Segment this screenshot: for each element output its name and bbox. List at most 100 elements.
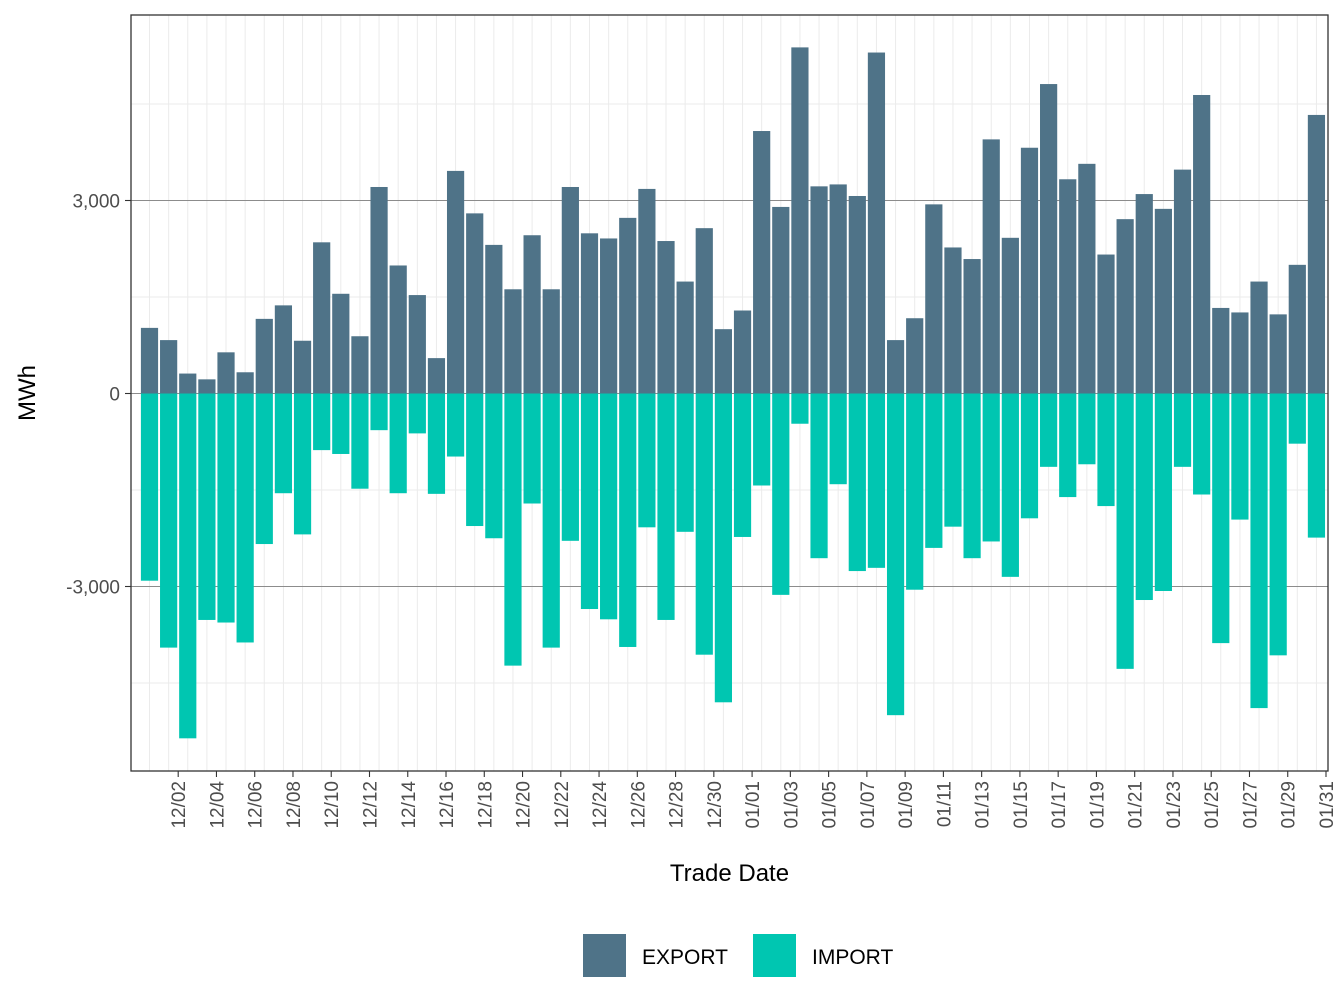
bar-export-12-28 [657, 241, 675, 394]
legend-swatch-export [583, 934, 626, 977]
bar-export-01-11 [925, 204, 943, 394]
x-tick-label: 01/29 [1279, 781, 1300, 829]
bar-import-01-14 [982, 393, 1000, 542]
bar-export-12-13 [370, 186, 388, 394]
x-tick-label: 12/24 [590, 781, 611, 829]
bar-import-12-21 [523, 393, 541, 504]
x-axis: 12/02 12/04 12/06 12/08 12/10 12/12 12/14 12/16… [169, 771, 1338, 829]
bar-export-01-15 [1001, 237, 1019, 394]
bar-export-12-12 [351, 336, 369, 394]
bar-export-01-10 [906, 318, 924, 394]
y-axis-title: MWh [14, 365, 41, 421]
x-tick-label: 01/19 [1087, 781, 1108, 829]
bar-export-12-15 [408, 295, 426, 394]
bar-import-12-29 [676, 393, 694, 532]
x-tick-label: 12/28 [667, 781, 688, 829]
bar-import-01-05 [810, 393, 828, 559]
bar-export-12-03 [179, 373, 197, 394]
x-tick-label: 12/04 [207, 781, 228, 829]
bar-import-01-09 [886, 393, 905, 716]
x-tick-label: 01/21 [1126, 781, 1147, 829]
bar-import-12-03 [179, 393, 197, 739]
bar-export-01-24 [1173, 169, 1192, 394]
bar-export-01-03 [772, 206, 790, 394]
bar-export-12-07 [255, 318, 273, 394]
x-tick-label: 12/06 [246, 781, 267, 829]
bar-import-12-20 [504, 393, 522, 666]
bar-import-12-26 [619, 393, 637, 647]
bar-export-12-29 [676, 281, 694, 394]
bar-import-12-04 [198, 393, 216, 620]
bar-import-01-28 [1250, 393, 1268, 709]
bar-import-01-16 [1020, 393, 1039, 519]
legend-label-export: EXPORT [642, 946, 728, 969]
bar-import-12-02 [160, 393, 178, 648]
bar-import-12-14 [389, 393, 407, 494]
x-tick-label: 01/31 [1317, 781, 1338, 829]
bar-export-01-29 [1269, 314, 1287, 394]
bar-import-12-22 [542, 393, 560, 648]
bar-import-01-27 [1231, 393, 1249, 520]
bar-export-01-20 [1097, 254, 1115, 394]
bar-export-12-08 [274, 305, 293, 394]
bar-import-12-31 [714, 393, 732, 703]
bar-export-12-25 [600, 238, 618, 394]
bar-import-12-06 [236, 393, 254, 643]
bar-export-12-16 [427, 358, 446, 394]
bar-import-12-27 [638, 393, 656, 528]
bar-import-01-12 [944, 393, 962, 527]
bar-export-01-22 [1135, 194, 1153, 394]
y-tick-label: -3,000 [66, 578, 120, 599]
bar-import-12-07 [255, 393, 273, 545]
bar-export-01-18 [1059, 179, 1077, 394]
legend-label-import: IMPORT [812, 946, 893, 969]
bar-import-01-18 [1059, 393, 1077, 498]
bar-import-12-24 [580, 393, 599, 610]
x-tick-label: 12/16 [437, 781, 458, 829]
bar-import-01-29 [1269, 393, 1287, 656]
x-tick-label: 01/25 [1202, 781, 1223, 829]
bar-export-01-02 [753, 131, 771, 394]
bar-export-12-23 [561, 186, 579, 394]
bar-import-01-03 [772, 393, 790, 595]
x-tick-label: 01/13 [973, 781, 994, 829]
legend: EXPORT IMPORT [583, 934, 893, 977]
bar-export-01-05 [810, 186, 828, 394]
bar-export-12-04 [198, 379, 216, 394]
bar-import-12-12 [351, 393, 369, 489]
bar-export-01-06 [829, 184, 847, 394]
bar-export-12-30 [695, 228, 713, 394]
bar-import-01-22 [1135, 393, 1153, 601]
bar-export-12-24 [580, 233, 599, 394]
bar-import-12-16 [427, 393, 446, 494]
x-tick-label: 01/09 [896, 781, 917, 829]
x-tick-label: 01/27 [1240, 781, 1261, 829]
import-series [140, 393, 1326, 739]
bar-import-01-30 [1288, 393, 1306, 444]
bar-export-01-27 [1231, 312, 1249, 394]
bar-export-12-31 [714, 329, 732, 394]
bar-import-01-31 [1307, 393, 1326, 538]
x-tick-label: 01/23 [1164, 781, 1185, 829]
bar-import-01-11 [925, 393, 943, 548]
bar-import-12-25 [600, 393, 618, 620]
x-tick-label: 01/03 [781, 781, 802, 829]
bar-export-12-14 [389, 265, 407, 394]
bar-export-12-10 [313, 242, 331, 394]
bar-import-01-06 [829, 393, 847, 485]
bar-import-12-09 [293, 393, 312, 535]
bar-import-01-10 [906, 393, 924, 590]
bar-import-01-07 [848, 393, 866, 572]
x-tick-label: 01/11 [934, 781, 955, 827]
bar-import-12-30 [695, 393, 713, 655]
bar-export-01-26 [1212, 307, 1230, 394]
x-tick-label: 01/05 [820, 781, 841, 829]
bar-export-12-11 [332, 293, 350, 394]
bar-export-12-22 [542, 289, 560, 394]
bar-import-01-19 [1078, 393, 1096, 465]
x-tick-label: 01/15 [1011, 781, 1032, 829]
bar-export-01-30 [1288, 264, 1306, 394]
bar-export-01-19 [1078, 163, 1096, 394]
x-tick-label: 12/10 [322, 781, 343, 829]
